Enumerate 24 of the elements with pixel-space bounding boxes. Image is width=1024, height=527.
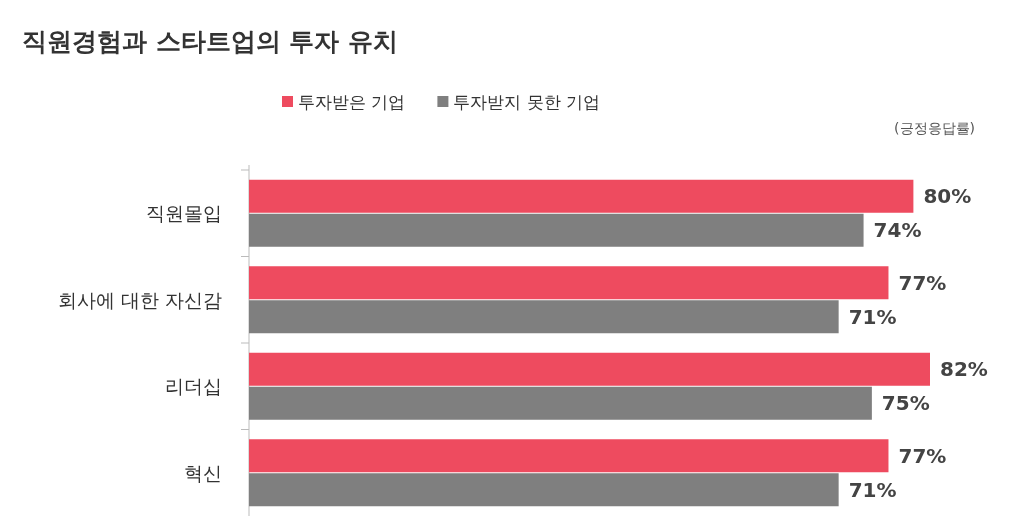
text: (긍정응답률) (894, 120, 975, 136)
legend-label: 투자받은 기업 (298, 92, 406, 112)
data-label: 71% (848, 304, 897, 329)
bar (249, 352, 930, 386)
data-label: 77% (898, 270, 947, 295)
y-tick-label: 회사에 대한 자신감 (57, 288, 222, 311)
y-tick-label: 리더십 (165, 375, 222, 398)
data-label: 82% (940, 357, 988, 382)
bar (249, 473, 839, 507)
bar (249, 179, 914, 213)
data-label: 71% (848, 477, 897, 502)
bar (249, 266, 889, 300)
bar (249, 386, 872, 420)
legend-label: 투자받지 못한 기업 (453, 92, 601, 112)
chart-title: 직원경험과 스타트업의 투자 유치 (22, 27, 399, 56)
y-tick-label: 혁신 (184, 461, 222, 484)
bar (249, 439, 889, 473)
data-label: 77% (898, 443, 947, 468)
data-label: 74% (873, 218, 922, 243)
bar (249, 213, 864, 247)
bar (249, 300, 839, 334)
data-label: 75% (881, 391, 930, 416)
data-label: 80% (923, 184, 972, 209)
y-tick-label: 직원몰입 (146, 202, 222, 225)
